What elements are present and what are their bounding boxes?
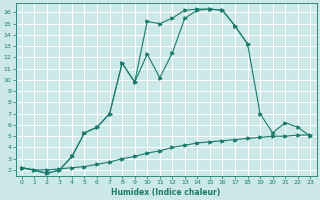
X-axis label: Humidex (Indice chaleur): Humidex (Indice chaleur) bbox=[111, 188, 221, 197]
